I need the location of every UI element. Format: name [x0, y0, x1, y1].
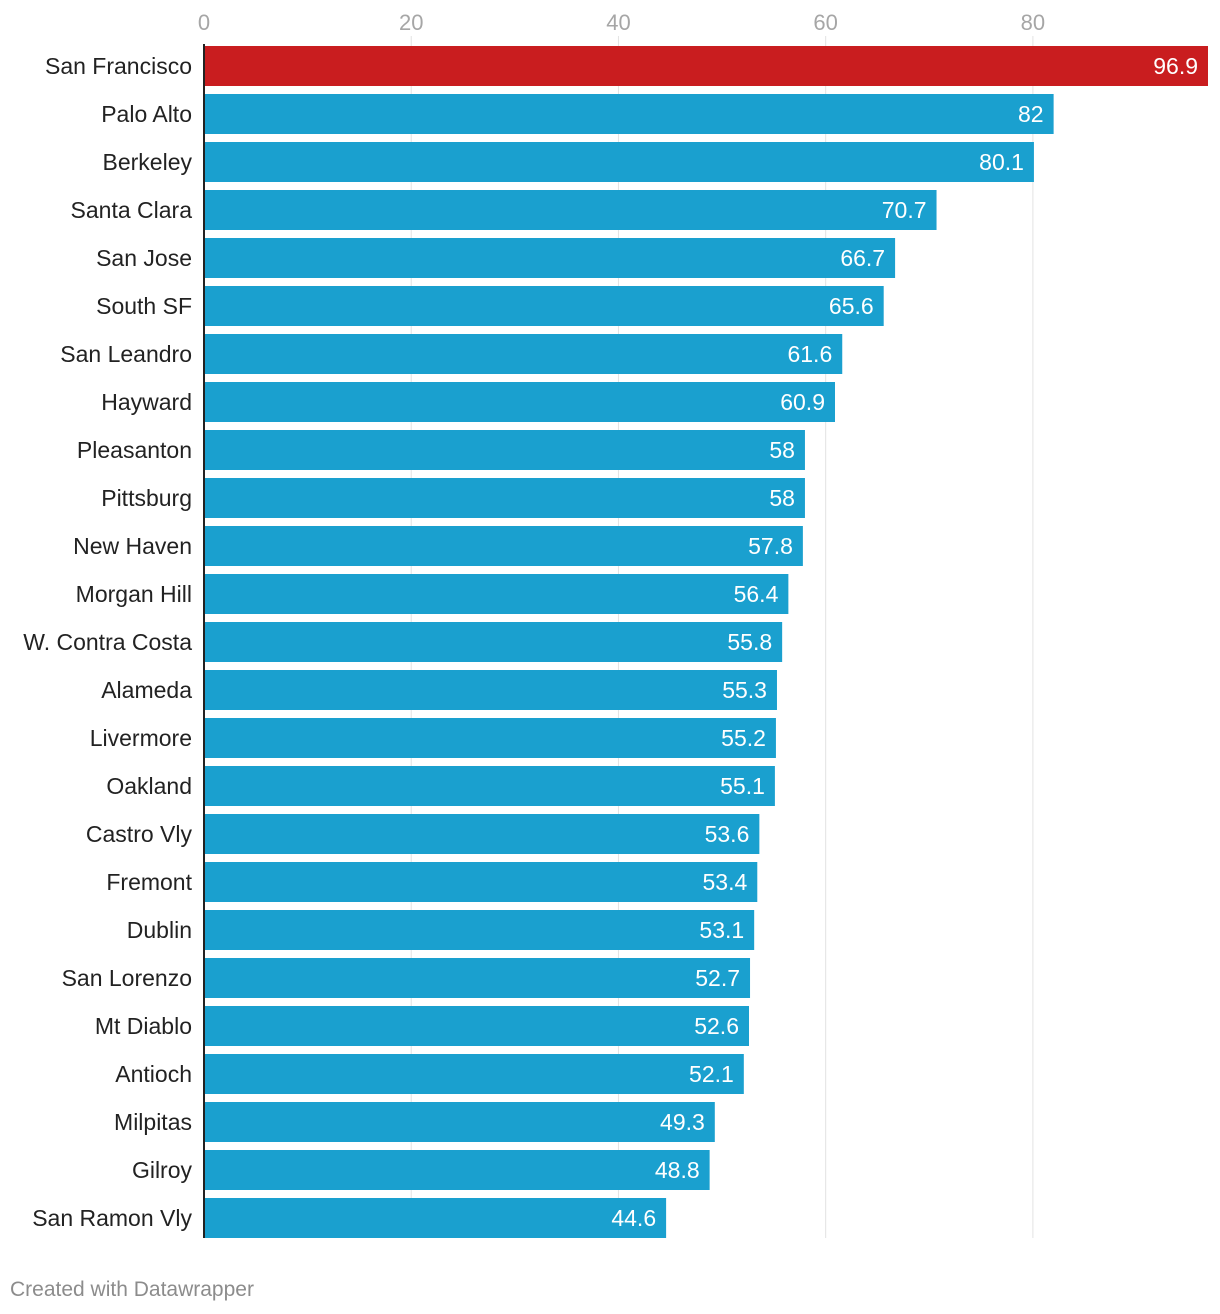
bar: [204, 622, 783, 662]
bar: [204, 142, 1034, 182]
value-label: 82: [1018, 101, 1044, 127]
bar: [204, 718, 776, 758]
category-label: San Ramon Vly: [32, 1205, 192, 1231]
category-label: New Haven: [73, 533, 192, 559]
bar: [204, 1054, 744, 1094]
value-label: 96.9: [1153, 53, 1198, 79]
value-label: 53.6: [705, 821, 750, 847]
value-label: 58: [769, 437, 795, 463]
category-label: Pittsburg: [101, 485, 192, 511]
category-label: Palo Alto: [101, 101, 192, 127]
value-label: 57.8: [748, 533, 793, 559]
x-tick-label: 60: [813, 10, 837, 35]
bar: [204, 190, 937, 230]
bar: [204, 430, 805, 470]
value-label: 70.7: [882, 197, 927, 223]
x-axis-ticks: 0 20 40 60 80: [198, 10, 1045, 35]
bar: [204, 94, 1054, 134]
category-label: San Francisco: [45, 53, 192, 79]
category-label: Fremont: [106, 869, 192, 895]
category-label: Milpitas: [114, 1109, 192, 1135]
x-tick-label: 0: [198, 10, 210, 35]
category-label: Hayward: [101, 389, 192, 415]
value-label: 48.8: [655, 1157, 700, 1183]
value-label: 65.6: [829, 293, 874, 319]
bar: [204, 526, 803, 566]
category-label: Oakland: [106, 773, 192, 799]
bar: [204, 766, 775, 806]
bar: [204, 1006, 749, 1046]
bar: [204, 478, 805, 518]
bar: [204, 910, 755, 950]
category-label: San Jose: [96, 245, 192, 271]
bar: [204, 1150, 710, 1190]
bar: [204, 574, 789, 614]
category-label: Castro Vly: [86, 821, 193, 847]
category-label: Gilroy: [132, 1157, 193, 1183]
bar: [204, 862, 758, 902]
value-label: 61.6: [787, 341, 832, 367]
bar: [204, 286, 884, 326]
category-label: San Leandro: [60, 341, 192, 367]
category-label: Pleasanton: [77, 437, 192, 463]
category-label: Antioch: [115, 1061, 192, 1087]
value-label: 52.1: [689, 1061, 734, 1087]
category-label: Morgan Hill: [76, 581, 192, 607]
value-label: 52.7: [695, 965, 740, 991]
x-tick-label: 20: [399, 10, 423, 35]
category-label: Santa Clara: [71, 197, 193, 223]
category-labels: San Francisco Palo Alto Berkeley Santa Clar…: [23, 53, 192, 1231]
value-label: 49.3: [660, 1109, 705, 1135]
value-label: 58: [769, 485, 795, 511]
category-label: Berkeley: [103, 149, 193, 175]
category-label: Livermore: [90, 725, 192, 751]
x-tick-label: 40: [606, 10, 630, 35]
category-label: W. Contra Costa: [23, 629, 192, 655]
value-label: 56.4: [734, 581, 779, 607]
value-label: 80.1: [979, 149, 1024, 175]
value-label: 55.1: [720, 773, 765, 799]
value-label: 55.8: [727, 629, 772, 655]
bar: [204, 670, 777, 710]
bar: [204, 814, 760, 854]
category-label: Alameda: [101, 677, 192, 703]
bar: [204, 1102, 715, 1142]
value-label: 53.1: [699, 917, 744, 943]
bar: [204, 46, 1208, 86]
bar: [204, 238, 896, 278]
category-label: South SF: [96, 293, 192, 319]
bar: [204, 334, 843, 374]
value-label: 66.7: [840, 245, 885, 271]
category-label: Dublin: [127, 917, 192, 943]
bar: [204, 958, 751, 998]
category-label: San Lorenzo: [62, 965, 192, 991]
value-labels: 96.9 82 80.1 70.7 66.7 65.6 61.6 60.9 58 58 57.8 56…: [611, 53, 1198, 1231]
value-label: 53.4: [703, 869, 748, 895]
bar: [204, 382, 835, 422]
value-label: 44.6: [611, 1205, 656, 1231]
credit-text: Created with Datawrapper: [10, 1278, 254, 1301]
value-label: 60.9: [780, 389, 825, 415]
value-label: 55.2: [721, 725, 766, 751]
bar: [204, 1198, 667, 1238]
bars: [204, 46, 1208, 1238]
x-tick-label: 80: [1021, 10, 1045, 35]
value-label: 52.6: [694, 1013, 739, 1039]
category-label: Mt Diablo: [95, 1013, 192, 1039]
value-label: 55.3: [722, 677, 767, 703]
